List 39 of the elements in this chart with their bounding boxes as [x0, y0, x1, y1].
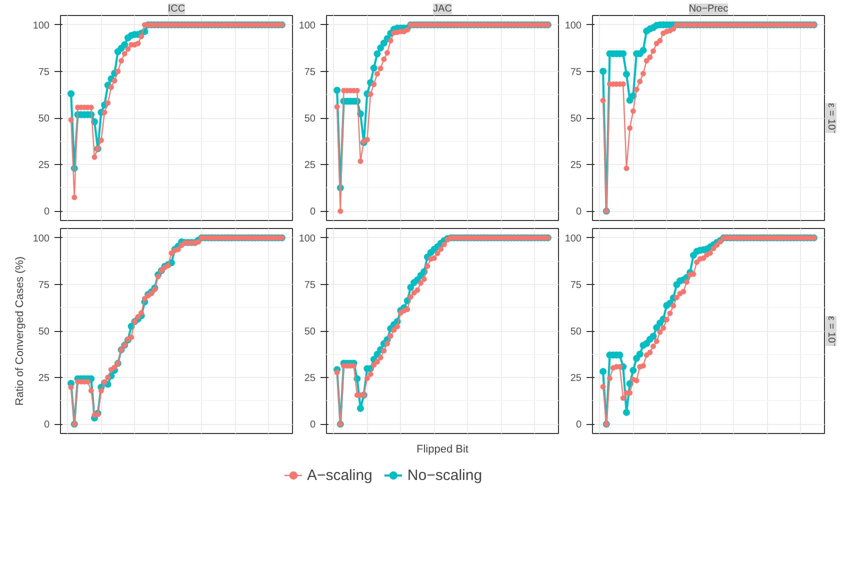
- chart-title: No−Prec: [688, 4, 728, 14]
- y-tick-label: 100: [564, 20, 582, 32]
- y-tick-label: 50: [570, 114, 582, 124]
- y-tick-label: 0: [576, 420, 582, 431]
- y-tick-label: 50: [304, 114, 316, 124]
- y-tick-label: 75: [38, 66, 50, 78]
- y-tick-label: 25: [38, 373, 50, 384]
- y-tick-label: 25: [304, 160, 316, 172]
- y-tick-label: 0: [576, 206, 582, 218]
- y-tick-label: 100: [32, 20, 50, 32]
- y-tick-label: 100: [298, 233, 316, 244]
- y-tick-label: 50: [38, 326, 50, 338]
- y-tick-label: 25: [304, 373, 316, 384]
- legend-label: A−scaling: [306, 466, 372, 484]
- y-tick-label: 75: [570, 66, 582, 78]
- y-tick-label: 0: [44, 420, 50, 431]
- y-tick-label: 75: [570, 280, 582, 291]
- x-axis-title: Flipped Bit: [416, 444, 468, 456]
- legend-label: No−scaling: [407, 466, 482, 484]
- y-tick-label: 100: [32, 233, 50, 244]
- y-tick-label: 75: [38, 280, 50, 291]
- chart-title: JAC: [433, 4, 452, 14]
- y-tick-label: 50: [570, 326, 582, 338]
- y-tick-label: 0: [310, 206, 316, 218]
- y-axis-title: Ratio of Converged Cases (%): [14, 256, 26, 406]
- y-tick-label: 75: [304, 280, 316, 291]
- y-tick-label: 50: [304, 326, 316, 338]
- y-tick-label: 100: [564, 233, 582, 244]
- chart-title: ICC: [168, 4, 186, 14]
- y-tick-label: 25: [38, 160, 50, 172]
- y2-axis-title: ε = 10⁻: [826, 103, 836, 134]
- y-tick-label: 0: [44, 206, 50, 218]
- y-tick-label: 25: [570, 160, 582, 172]
- y-tick-label: 50: [38, 114, 50, 124]
- y-tick-label: 100: [298, 20, 316, 32]
- y-tick-label: 25: [570, 373, 582, 384]
- y-tick-label: 0: [310, 420, 316, 431]
- y-tick-label: 75: [304, 66, 316, 78]
- y2-axis-title: ε = 10⁻: [826, 316, 836, 347]
